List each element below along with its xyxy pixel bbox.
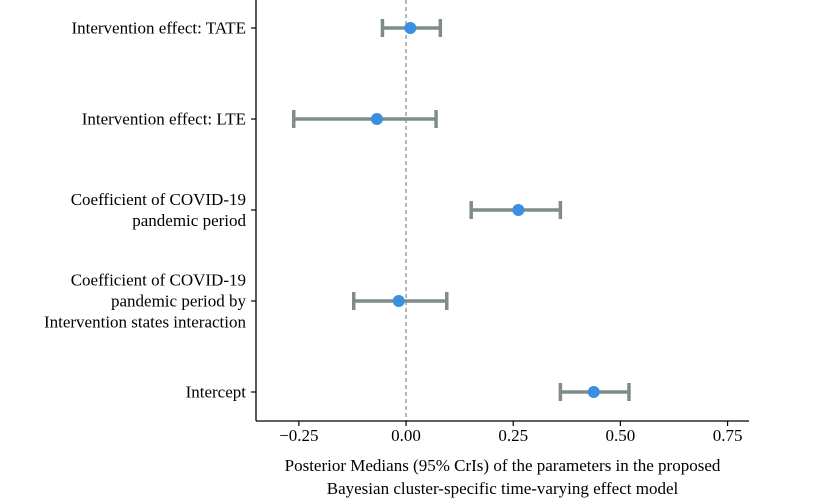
row-label-2-line-0: Coefficient of COVID-19 [71,190,246,209]
points [370,22,600,398]
x-axis-title-line-1: Bayesian cluster-specific time-varying e… [327,479,679,498]
interval-1 [291,110,438,128]
median-point-1 [370,113,383,125]
row-label-0-line-0: Intervention effect: TATE [71,19,246,38]
x-tick-label: 0.25 [498,426,528,445]
category-labels: Intervention effect: TATE Intervention ef… [44,19,247,402]
x-axis-title: Posterior Medians (95% CrIs) of the para… [285,456,721,498]
median-point-3 [392,295,405,307]
row-label-4-line-0: Intercept [186,383,247,402]
median-point-4 [587,386,600,398]
median-point-2 [512,204,525,216]
row-label-1-line-0: Intervention effect: LTE [82,110,246,129]
axes [251,0,749,422]
row-label-3-line-1: pandemic period by [111,292,247,311]
x-tick-label: −0.25 [279,426,318,445]
median-point-0 [404,22,417,34]
row-label-3-line-0: Coefficient of COVID-19 [71,271,246,290]
x-axis-title-line-0: Posterior Medians (95% CrIs) of the para… [285,456,721,475]
x-ticks: −0.25 0.00 0.25 0.50 0.75 [279,421,742,445]
row-label-2-line-1: pandemic period [132,211,246,230]
x-tick-label: 0.75 [713,426,743,445]
x-tick-label: 0.50 [606,426,636,445]
row-label-3-line-2: Intervention states interaction [44,313,247,332]
x-tick-label: 0.00 [391,426,421,445]
intervals [291,19,631,401]
